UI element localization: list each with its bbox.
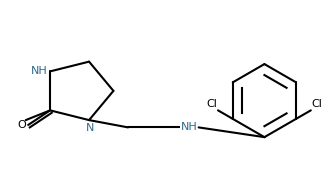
Text: NH: NH: [181, 122, 197, 132]
Text: N: N: [86, 122, 94, 133]
Text: Cl: Cl: [206, 99, 217, 109]
Text: O: O: [17, 120, 26, 130]
Text: NH: NH: [31, 66, 48, 76]
Text: Cl: Cl: [312, 99, 323, 109]
